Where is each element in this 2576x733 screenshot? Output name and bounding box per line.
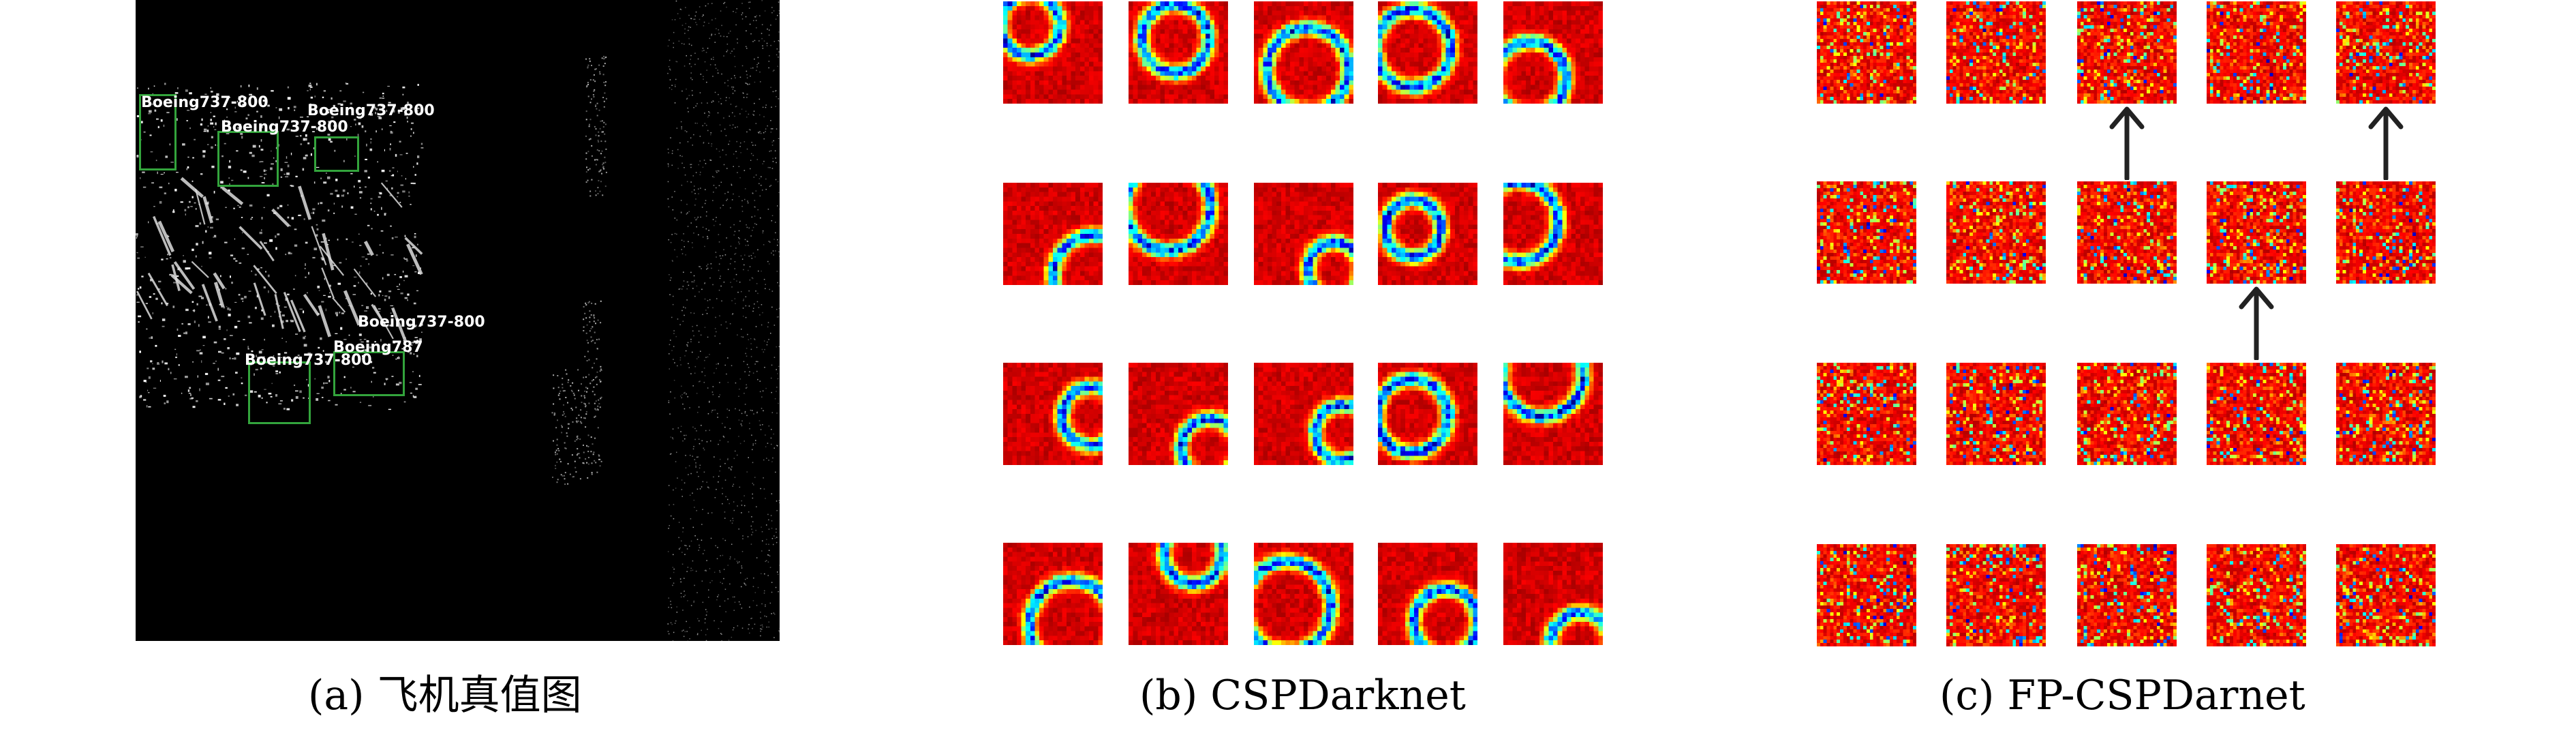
caption-c: (c) FP-CSPDarnet [1939, 675, 2305, 716]
arrow-up-icon [2106, 105, 2147, 183]
detection-label: Boeing737-800 [245, 353, 372, 368]
fp-cspdarnet-heatmap-grid [1817, 0, 2444, 648]
heatmap-tile [2336, 1, 2436, 104]
heatmap-tile [1817, 1, 1916, 104]
heatmap-tile [2207, 544, 2306, 646]
heatmap-tile [2207, 363, 2306, 465]
heatmap-tile [1378, 363, 1477, 465]
heatmap-tile [2207, 181, 2306, 284]
heatmap-tile [1129, 543, 1228, 645]
detection-box [217, 131, 279, 187]
heatmap-tile [1003, 543, 1103, 645]
heatmap-tile [1503, 543, 1603, 645]
detection-label: Boeing737-800 [358, 315, 485, 330]
heatmap-tile [1129, 183, 1228, 285]
detection-label: Boeing737-800 [307, 104, 435, 119]
heatmap-tile [1003, 363, 1103, 465]
heatmap-tile [1503, 1, 1603, 104]
heatmap-tile [1378, 543, 1477, 645]
heatmap-tile [2077, 1, 2177, 104]
heatmap-tile [2336, 544, 2436, 646]
heatmap-tile [1946, 544, 2046, 646]
heatmap-tile [2077, 544, 2177, 646]
heatmap-tile [1503, 183, 1603, 285]
heatmap-tile [1378, 1, 1477, 104]
heatmap-tile [1129, 363, 1228, 465]
detection-label: Boeing737-800 [141, 95, 269, 110]
heatmap-tile [1254, 183, 1353, 285]
caption-a: (a) 飞机真值图 [308, 675, 582, 716]
heatmap-tile [1817, 363, 1916, 465]
heatmap-tile [1003, 1, 1103, 104]
heatmap-tile [2077, 181, 2177, 284]
detection-box [139, 94, 177, 170]
heatmap-tile [1129, 1, 1228, 104]
sar-speckle [136, 0, 780, 641]
arrow-up-icon [2365, 105, 2406, 183]
cspdarknet-heatmap-grid [1002, 0, 1608, 648]
detection-box [314, 136, 359, 172]
heatmap-tile [1817, 181, 1916, 284]
detection-label: Boeing737-800 [221, 120, 348, 135]
arrow-up-icon [2236, 285, 2277, 363]
heatmap-tile [1378, 183, 1477, 285]
detection-box [248, 361, 311, 424]
heatmap-tile [1946, 363, 2046, 465]
heatmap-tile [2077, 363, 2177, 465]
heatmap-tile [2336, 181, 2436, 284]
heatmap-tile [1003, 183, 1103, 285]
detection-label: Boeing787 [333, 340, 423, 355]
heatmap-tile [1254, 363, 1353, 465]
heatmap-tile [1817, 544, 1916, 646]
heatmap-tile [1946, 1, 2046, 104]
heatmap-tile [2336, 363, 2436, 465]
heatmap-tile [2207, 1, 2306, 104]
heatmap-tile [1254, 1, 1353, 104]
caption-b: (b) CSPDarknet [1139, 675, 1466, 716]
heatmap-tile [1503, 363, 1603, 465]
heatmap-tile [1946, 181, 2046, 284]
sar-scene [136, 0, 780, 641]
detection-box [333, 351, 405, 396]
heatmap-tile [1254, 543, 1353, 645]
sar-ground-truth-image: Boeing737-800 Boeing737-800 Boeing737-80… [136, 0, 780, 641]
